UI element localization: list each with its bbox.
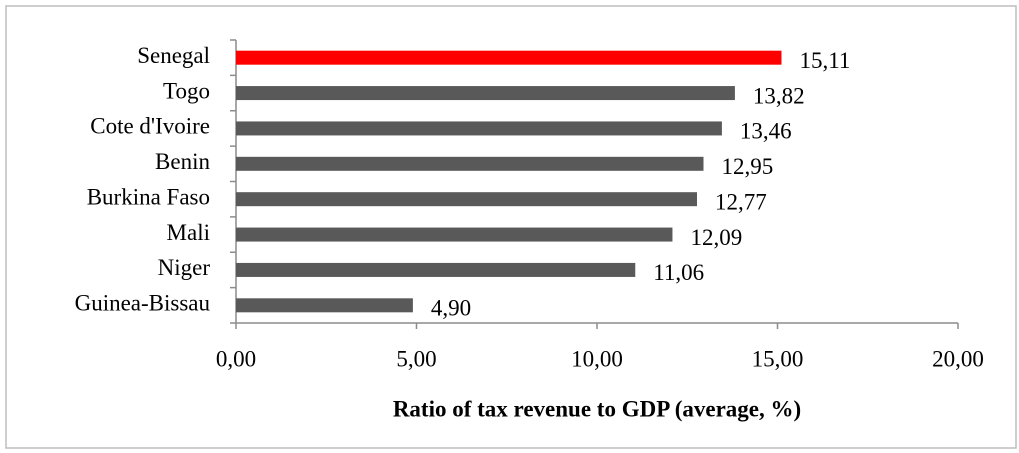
- y-tick-label: Cote d'Ivoire: [90, 114, 210, 139]
- y-tick-label: Guinea-Bissau: [75, 291, 211, 316]
- x-tick-label: 20,00: [932, 346, 984, 371]
- y-tick-label: Mali: [167, 220, 210, 245]
- y-tick-label: Burkina Faso: [87, 184, 210, 209]
- data-label: 11,06: [653, 260, 704, 285]
- x-tick-label: 15,00: [752, 346, 804, 371]
- x-tick-label: 5,00: [396, 346, 436, 371]
- x-axis-label: Ratio of tax revenue to GDP (average, %): [393, 396, 801, 421]
- data-label: 12,77: [715, 189, 767, 214]
- data-label: 13,46: [740, 119, 792, 144]
- chart-frame: [5, 5, 1017, 449]
- data-label: 4,90: [431, 296, 471, 321]
- data-label: 13,82: [753, 83, 805, 108]
- data-label: 15,11: [799, 48, 850, 73]
- y-tick-label: Senegal: [137, 43, 210, 68]
- bar: [236, 156, 704, 171]
- bar: [236, 86, 735, 101]
- y-tick-label: Niger: [158, 255, 211, 280]
- bar: [236, 192, 697, 207]
- bar: [236, 262, 636, 277]
- x-tick-label: 10,00: [571, 346, 623, 371]
- y-tick-label: Benin: [155, 149, 210, 174]
- data-label: 12,95: [721, 154, 773, 179]
- bar: [236, 298, 413, 313]
- x-tick-label: 0,00: [216, 346, 256, 371]
- bar: [236, 227, 673, 242]
- bar: [236, 50, 782, 65]
- y-tick-label: Togo: [163, 78, 210, 103]
- data-label: 12,09: [690, 225, 742, 250]
- bar: [236, 121, 722, 136]
